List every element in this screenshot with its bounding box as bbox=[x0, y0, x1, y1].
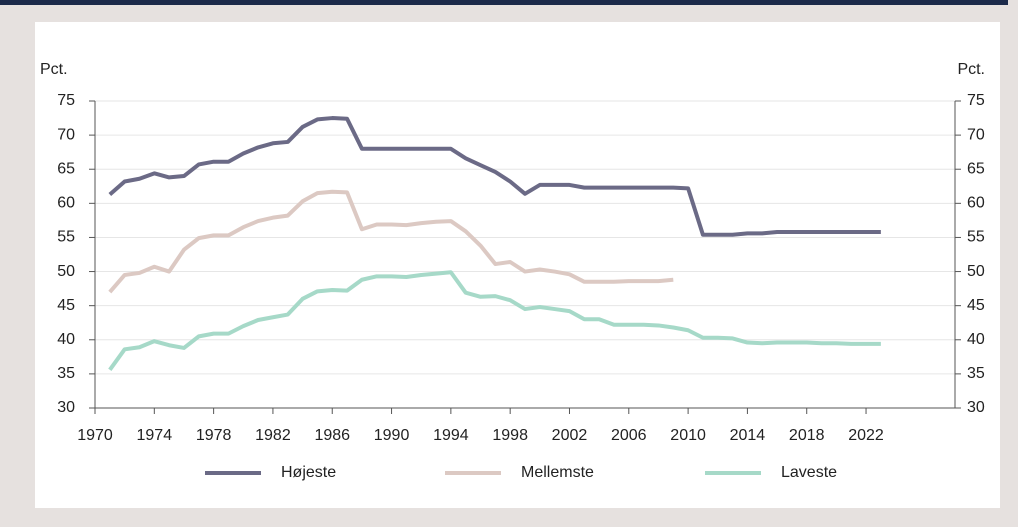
y-tick-label: 45 bbox=[57, 297, 75, 314]
y2-tick-label: 70 bbox=[967, 126, 985, 143]
x-tick-label: 2018 bbox=[789, 427, 825, 444]
y-tick-label: 35 bbox=[57, 365, 75, 382]
legend-label: Laveste bbox=[781, 464, 837, 481]
x-tick-label: 1994 bbox=[433, 427, 469, 444]
y2-axis-label: Pct. bbox=[957, 61, 985, 78]
y2-tick-label: 35 bbox=[967, 365, 985, 382]
x-tick-label: 2002 bbox=[552, 427, 588, 444]
x-tick-label: 1978 bbox=[196, 427, 232, 444]
legend-label: Mellemste bbox=[521, 464, 594, 481]
data-line bbox=[108, 116, 881, 237]
x-tick-label: 2014 bbox=[730, 427, 766, 444]
y2-tick-label: 45 bbox=[967, 297, 985, 314]
x-tick-label: 2006 bbox=[611, 427, 647, 444]
data-line bbox=[108, 270, 881, 371]
x-tick-label: 1990 bbox=[374, 427, 410, 444]
x-tick-label: 1982 bbox=[255, 427, 291, 444]
y-tick-label: 70 bbox=[57, 126, 75, 143]
y-tick-label: 40 bbox=[57, 331, 75, 348]
y-tick-label: 55 bbox=[57, 229, 75, 246]
legend-label: Højeste bbox=[281, 464, 336, 481]
data-line bbox=[108, 189, 674, 294]
y2-tick-label: 50 bbox=[967, 263, 985, 280]
y2-tick-label: 75 bbox=[967, 92, 985, 109]
x-tick-label: 1970 bbox=[77, 427, 113, 444]
y-tick-label: 60 bbox=[57, 195, 75, 212]
y-tick-label: 30 bbox=[57, 399, 75, 416]
y-tick-label: 75 bbox=[57, 92, 75, 109]
x-tick-label: 1986 bbox=[314, 427, 350, 444]
x-tick-label: 1974 bbox=[137, 427, 173, 444]
y2-tick-label: 60 bbox=[967, 195, 985, 212]
y-tick-label: 65 bbox=[57, 160, 75, 177]
y-tick-label: 50 bbox=[57, 263, 75, 280]
y2-tick-label: 40 bbox=[967, 331, 985, 348]
y2-tick-label: 65 bbox=[967, 160, 985, 177]
y2-tick-label: 55 bbox=[967, 229, 985, 246]
header-band bbox=[0, 0, 1008, 5]
y2-tick-label: 30 bbox=[967, 399, 985, 416]
y-axis-label: Pct. bbox=[40, 61, 68, 78]
x-tick-label: 1998 bbox=[492, 427, 528, 444]
x-tick-label: 2022 bbox=[848, 427, 884, 444]
x-tick-label: 2010 bbox=[670, 427, 706, 444]
